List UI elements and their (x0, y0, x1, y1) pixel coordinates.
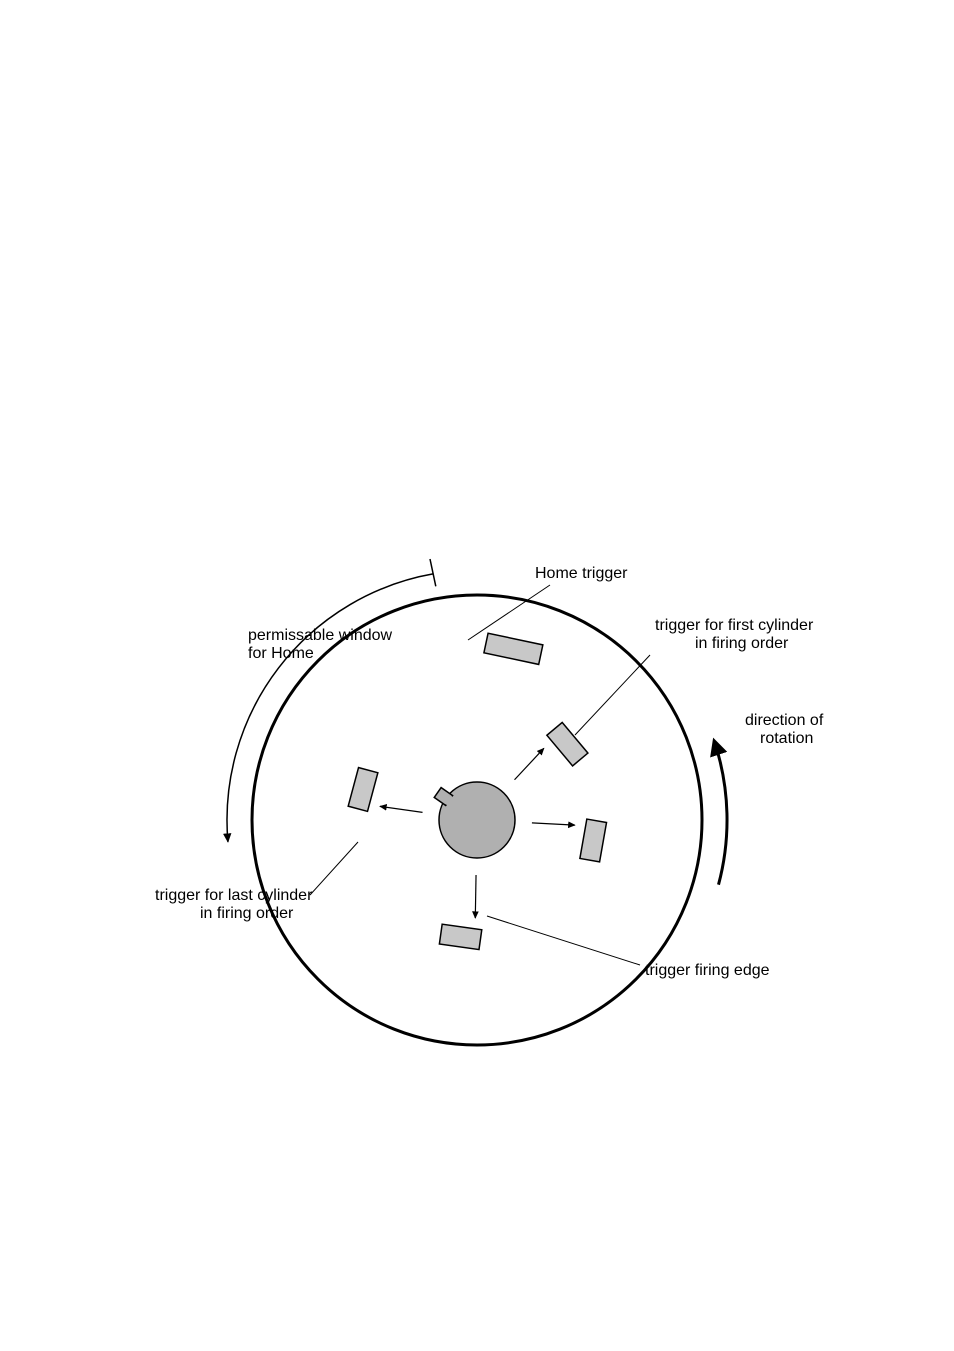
label-window-l1: permissable window (248, 627, 393, 644)
svg-text:direction of rotation: direction of rotation (745, 712, 828, 747)
label-first-cyl-l1: trigger for first cylinder (655, 617, 814, 634)
svg-text:trigger for first cylinder: trigger for first cylinder in firing ord… (655, 617, 818, 652)
label-home-trigger: Home trigger (535, 565, 628, 582)
trigger-bottom (439, 924, 481, 949)
label-window-l2: for Home (248, 645, 314, 662)
trigger-last (348, 768, 378, 812)
window-arc (227, 559, 436, 842)
trigger-right (580, 819, 607, 862)
diagram-svg: Home trigger trigger for first cylinder … (0, 0, 954, 1351)
trigger-home (484, 633, 543, 664)
direction-arc (715, 743, 727, 885)
hub (434, 782, 515, 858)
svg-text:trigger for last cylinder: trigger for last cylinder in firing orde… (155, 887, 317, 922)
label-last-cyl-l1: trigger for last cylinder (155, 887, 313, 904)
trigger-first (547, 722, 588, 765)
label-direction-l1: direction of (745, 712, 824, 729)
label-first-cyl-l2: in firing order (695, 635, 789, 652)
label-firing-edge: trigger firing edge (645, 962, 770, 979)
label-direction-l2: rotation (760, 730, 813, 747)
label-last-cyl-l2: in firing order (200, 905, 294, 922)
